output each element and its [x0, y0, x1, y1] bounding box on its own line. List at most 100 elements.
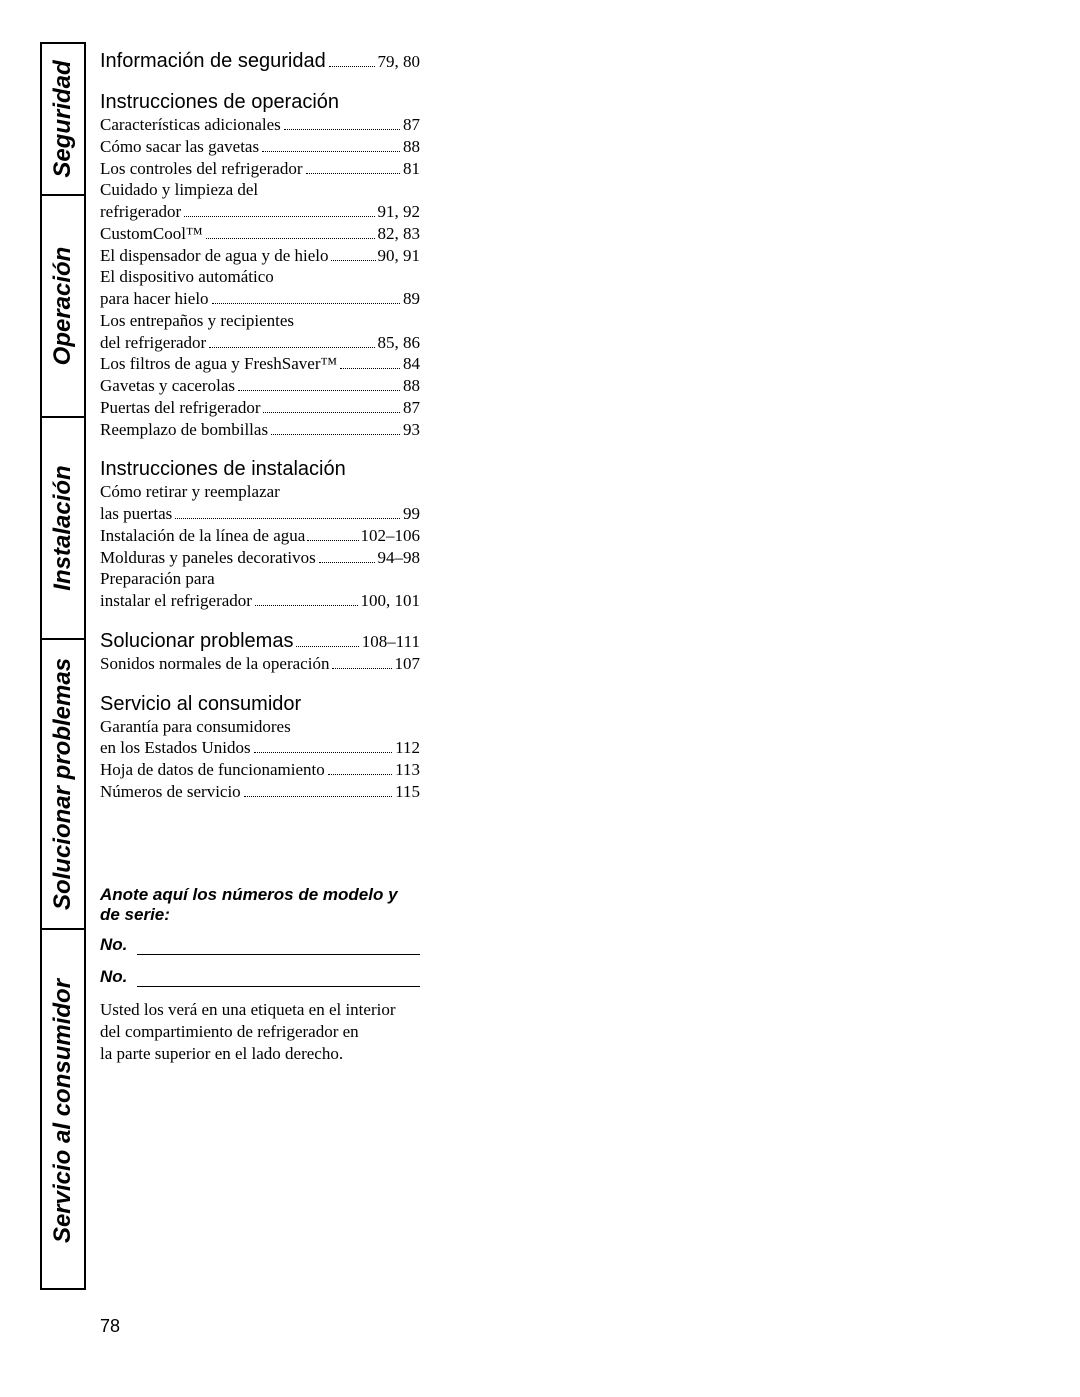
section-title: Instrucciones de operación: [100, 91, 420, 114]
page-ref: 88: [403, 136, 420, 158]
page-ref: 108–111: [362, 632, 420, 652]
toc-entry-text: Reemplazo de bombillas: [100, 419, 268, 441]
toc-entry: Los filtros de agua y FreshSaver™84: [100, 353, 420, 375]
toc-entry-text: Los entrepaños y recipientes: [100, 310, 294, 332]
sidebar-tab: Servicio al consumidor: [42, 930, 84, 1292]
page-ref: 99: [403, 503, 420, 525]
toc-entry-text: Cómo retirar y reemplazar: [100, 481, 280, 503]
page-ref: 87: [403, 397, 420, 419]
page-ref: 102–106: [361, 525, 421, 547]
leader-dots: [340, 368, 400, 369]
toc-entry: Garantía para consumidores: [100, 716, 420, 738]
no-label: No.: [100, 935, 127, 955]
toc-entry-text: Garantía para consumidores: [100, 716, 291, 738]
toc-entry: Reemplazo de bombillas 93: [100, 419, 420, 441]
toc-entry-text: Cómo sacar las gavetas: [100, 136, 259, 158]
note-line: Usted los verá en una etiqueta en el int…: [100, 999, 420, 1021]
toc-entry-text: Números de servicio: [100, 781, 241, 803]
toc-entry: Instalación de la línea de agua 102–106: [100, 525, 420, 547]
leader-dots: [296, 646, 358, 647]
sidebar-tab: Seguridad: [42, 44, 84, 196]
toc-entry-text: Instalación de la línea de agua: [100, 525, 305, 547]
note-line: la parte superior en el lado derecho.: [100, 1043, 420, 1065]
page-ref: 94–98: [378, 547, 421, 569]
leader-dots: [271, 434, 400, 435]
toc-entry: El dispensador de agua y de hielo 90, 91: [100, 245, 420, 267]
toc-entry: Características adicionales87: [100, 114, 420, 136]
leader-dots: [284, 129, 400, 130]
page-ref: 87: [403, 114, 420, 136]
toc-entry-text: CustomCool™: [100, 223, 203, 245]
serial-number-row: No.: [100, 967, 420, 987]
model-number-row: No.: [100, 935, 420, 955]
toc-entry-text: Hoja de datos de funcionamiento: [100, 759, 325, 781]
page-ref: 100, 101: [361, 590, 421, 612]
toc-entry: del refrigerador85, 86: [100, 332, 420, 354]
toc-entry-text: Los controles del refrigerador: [100, 158, 303, 180]
sidebar-tab-label: Instalación: [49, 465, 77, 590]
leader-dots: [329, 66, 375, 67]
sidebar-tab-label: Servicio al consumidor: [49, 979, 77, 1243]
sidebar-tab: Instalación: [42, 418, 84, 640]
toc-entry-text: El dispensador de agua y de hielo: [100, 245, 329, 267]
toc-entry: para hacer hielo89: [100, 288, 420, 310]
toc-entry: en los Estados Unidos 112: [100, 737, 420, 759]
leader-dots: [206, 238, 375, 239]
leader-dots: [209, 347, 374, 348]
leader-dots: [255, 605, 358, 606]
model-serial-note: Usted los verá en una etiqueta en el int…: [100, 999, 420, 1064]
page-ref: 81: [403, 158, 420, 180]
page-ref: 113: [395, 759, 420, 781]
page-number: 78: [100, 1316, 120, 1337]
page-ref: 88: [403, 375, 420, 397]
leader-dots: [184, 216, 374, 217]
page-ref: 91, 92: [378, 201, 421, 223]
page-ref: 112: [395, 737, 420, 759]
page-ref: 82, 83: [378, 223, 421, 245]
page-ref: 90, 91: [378, 245, 421, 267]
sidebar-tab: Solucionar problemas: [42, 640, 84, 930]
toc-entry-text: Cuidado y limpieza del: [100, 179, 258, 201]
leader-dots: [332, 668, 391, 669]
toc-entry: instalar el refrigerador 100, 101: [100, 590, 420, 612]
sidebar-tab: Operación: [42, 196, 84, 418]
leader-dots: [175, 518, 400, 519]
toc-entry-text: refrigerador: [100, 201, 181, 223]
toc-entry-text: las puertas: [100, 503, 172, 525]
no-label: No.: [100, 967, 127, 987]
toc-entry-text: Puertas del refrigerador: [100, 397, 260, 419]
section-title: Instrucciones de instalación: [100, 458, 420, 481]
page-ref: 93: [403, 419, 420, 441]
toc-entry-text: Sonidos normales de la operación: [100, 653, 329, 675]
leader-dots: [262, 151, 400, 152]
toc-entry-text: instalar el refrigerador: [100, 590, 252, 612]
toc-entry: Puertas del refrigerador 87: [100, 397, 420, 419]
leader-dots: [263, 412, 400, 413]
toc-entry-text: del refrigerador: [100, 332, 206, 354]
toc-entry: Números de servicio115: [100, 781, 420, 803]
page-ref: 89: [403, 288, 420, 310]
leader-dots: [212, 303, 400, 304]
leader-dots: [319, 562, 375, 563]
note-line: del compartimiento de refrigerador en: [100, 1021, 420, 1043]
page-ref: 79, 80: [378, 52, 421, 72]
toc-entry: Preparación para: [100, 568, 420, 590]
leader-dots: [244, 796, 392, 797]
toc-entry: refrigerador 91, 92: [100, 201, 420, 223]
leader-dots: [331, 260, 376, 261]
toc-entry-text: en los Estados Unidos: [100, 737, 251, 759]
model-number-field[interactable]: [137, 941, 420, 955]
leader-dots: [254, 752, 392, 753]
toc-entry: Los entrepaños y recipientes: [100, 310, 420, 332]
toc-entry: Cómo sacar las gavetas 88: [100, 136, 420, 158]
page-ref: 107: [395, 653, 421, 675]
table-of-contents: Información de seguridad79, 80Instruccio…: [100, 50, 420, 803]
toc-entry: Cuidado y limpieza del: [100, 179, 420, 201]
sidebar-tabs: SeguridadOperación Instalación Solucionar …: [40, 42, 86, 1290]
page-ref: 84: [403, 353, 420, 375]
toc-entry: El dispositivo automático: [100, 266, 420, 288]
leader-dots: [307, 540, 358, 541]
serial-number-field[interactable]: [137, 973, 420, 987]
toc-entry-text: Molduras y paneles decorativos: [100, 547, 316, 569]
section-title: Servicio al consumidor: [100, 693, 420, 716]
